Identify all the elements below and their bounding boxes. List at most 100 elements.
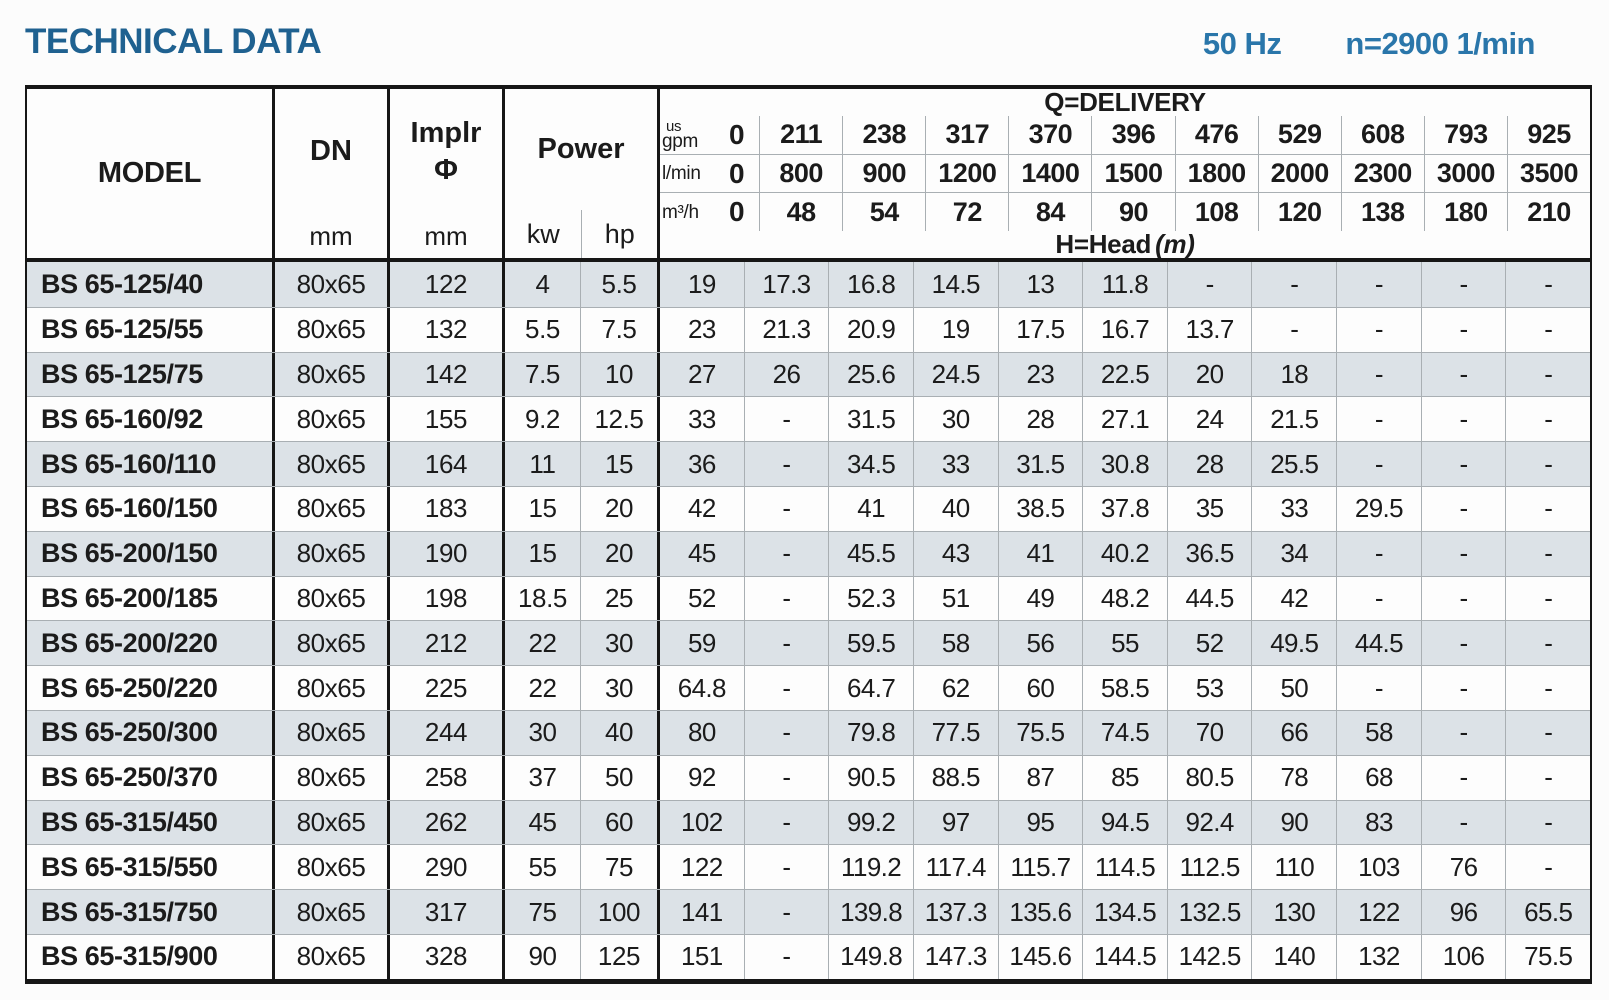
head-value-cell: - <box>1420 397 1506 442</box>
model-cell: BS 65-125/75 <box>41 358 203 389</box>
delivery-value: 0 <box>729 196 745 228</box>
delivery-unit-cell: us gpm 0 <box>660 116 759 154</box>
impeller-cell: 122 <box>387 262 502 307</box>
head-value-cell: 21.5 <box>1251 397 1336 442</box>
head-value-cell: 66 <box>1251 710 1336 755</box>
head-value-cell: 59.5 <box>828 621 913 666</box>
delivery-value: 90 <box>1091 193 1174 232</box>
head-values-group: 42-41 40 38.5 37.8 35 33 29.5- - <box>657 486 1590 531</box>
model-column-header: MODEL <box>97 157 202 189</box>
head-values-group: 33-31.5 30 28 27.1 24 21.5- - - <box>657 397 1590 442</box>
head-value-cell: - <box>1505 666 1590 710</box>
impeller-cell: 183 <box>387 486 502 531</box>
head-value-cell: - <box>743 845 829 890</box>
head-value-cell: - <box>743 486 829 531</box>
head-value-cell: 65.5 <box>1505 890 1590 934</box>
power-kw-cell: 22 <box>502 666 580 710</box>
table-row: BS 65-315/550 80x65 290 55 75 122-119.2 117.4 1… <box>27 844 1590 890</box>
impeller-cell: 190 <box>387 531 502 576</box>
head-value-cell: 28 <box>1166 442 1252 486</box>
head-value-cell: 140 <box>1251 934 1336 979</box>
delivery-value: 800 <box>759 154 842 193</box>
head-value-cell: 20.9 <box>828 307 913 352</box>
model-cell: BS 65-315/550 <box>41 851 218 882</box>
power-hp-cell: 20 <box>580 486 657 531</box>
table-row: BS 65-315/450 80x65 262 45 60 102-99.2 97 95 94.… <box>27 799 1590 845</box>
head-value-cell: 130 <box>1251 890 1336 934</box>
table-row: BS 65-315/750 80x65 317 75 100 141-139.8 137.3… <box>27 889 1590 934</box>
head-value-cell: 97 <box>912 800 998 845</box>
head-value-cell: 85 <box>1082 755 1167 800</box>
power-hp-cell: 50 <box>580 755 657 800</box>
model-cell: BS 65-200/220 <box>41 627 218 658</box>
table-header: MODEL DN mm Implr Φ mm Power kw hp <box>27 87 1590 262</box>
head-value-cell: - <box>743 934 829 979</box>
head-value-cell: - <box>1420 352 1506 397</box>
head-value-cell: 33 <box>912 442 998 486</box>
table-row: BS 65-200/220 80x65 212 22 30 59-59.5 58 56 55 52… <box>27 620 1590 666</box>
delivery-value: 54 <box>842 193 925 232</box>
head-value-cell: 83 <box>1336 800 1421 845</box>
frequency-info: 50 Hz n=2900 1/min <box>1202 22 1536 62</box>
table-row: BS 65-250/300 80x65 244 30 40 80-79.8 77.5 75.5… <box>27 709 1590 755</box>
head-value-cell: 30 <box>912 397 998 442</box>
delivery-value: 2000 <box>1257 154 1341 193</box>
head-value-cell: - <box>1420 666 1506 710</box>
head-values-group: 59-59.5 58 56 55 52 49.5 44.5- - <box>657 621 1590 666</box>
delivery-value: 925 <box>1506 116 1590 154</box>
head-value-cell: 34.5 <box>828 442 913 486</box>
dn-cell: 80x65 <box>272 800 387 845</box>
table-row: BS 65-200/185 80x65 198 18.5 25 52-52.3 51 49 48… <box>27 575 1590 621</box>
head-value-cell: - <box>1505 755 1590 800</box>
head-value-cell: 134.5 <box>1082 890 1167 934</box>
impeller-cell: 198 <box>387 576 502 621</box>
impeller-cell: 290 <box>387 845 502 890</box>
impeller-cell: 258 <box>387 755 502 800</box>
dn-cell: 80x65 <box>272 397 387 442</box>
head-value-cell: 33 <box>687 403 716 434</box>
head-value-cell: 103 <box>1336 845 1421 890</box>
power-units-row: kw hp <box>505 210 657 258</box>
head-values-group: 64.8-64.7 62 60 58.5 53 50- - - <box>657 666 1590 710</box>
table-row: BS 65-160/150 80x65 183 15 20 42-41 40 38.5 37.8… <box>27 485 1590 531</box>
table-row: BS 65-250/220 80x65 225 22 30 64.8-64.7 62 60 58… <box>27 665 1590 710</box>
head-value-cell: 11.8 <box>1082 262 1167 307</box>
head-value-cell: 16.7 <box>1082 307 1167 352</box>
power-kw-cell: 15 <box>502 486 580 531</box>
head-value-cell: 36.5 <box>1166 531 1252 576</box>
power-hp-cell: 125 <box>580 934 657 979</box>
delivery-value: 1400 <box>1008 154 1091 193</box>
head-values-group: 23 21.3 20.9 19 17.5 16.7 13.7- - - - <box>657 307 1590 352</box>
head-value-cell: - <box>1251 262 1336 307</box>
head-value-cell: - <box>1336 531 1421 576</box>
head-value-cell: - <box>1505 397 1590 442</box>
head-value-cell: 119.2 <box>828 845 913 890</box>
delivery-value: 238 <box>842 116 925 154</box>
power-kw-cell: 4 <box>502 262 580 307</box>
head-value-cell: 13 <box>997 262 1083 307</box>
delivery-value: 396 <box>1091 116 1174 154</box>
head-value-cell: 42 <box>687 493 716 524</box>
delivery-unit-rows: us gpm 0 211 238 317 370 396 476 529 608 793 925 l/mi… <box>660 116 1590 232</box>
head-values-group: 36-34.5 33 31.5 30.8 28 25.5- - - <box>657 442 1590 486</box>
head-value-cell: 110 <box>1251 845 1336 890</box>
head-value-cell: 151 <box>681 941 723 972</box>
model-cell: BS 65-160/150 <box>41 493 218 524</box>
head-value-cell: - <box>1505 800 1590 845</box>
dn-cell: 80x65 <box>272 934 387 979</box>
head-value-cell: - <box>1420 800 1506 845</box>
head-value-cell: - <box>1166 262 1252 307</box>
impeller-diameter-symbol: Φ <box>434 153 458 186</box>
head-value-cell: 16.8 <box>828 262 913 307</box>
head-value-cell: - <box>743 890 829 934</box>
head-value-cell: 17.3 <box>743 262 829 307</box>
head-value-cell: - <box>743 442 829 486</box>
head-value-cell: 37.8 <box>1082 486 1167 531</box>
model-cell: BS 65-125/40 <box>41 268 203 299</box>
table-row: BS 65-250/370 80x65 258 37 50 92-90.5 88.5 87 85… <box>27 754 1590 800</box>
head-value-cell: - <box>1336 442 1421 486</box>
frequency-label: 50 Hz <box>1202 26 1282 61</box>
head-value-cell: 74.5 <box>1082 710 1167 755</box>
head-value-cell: 29.5 <box>1336 486 1421 531</box>
